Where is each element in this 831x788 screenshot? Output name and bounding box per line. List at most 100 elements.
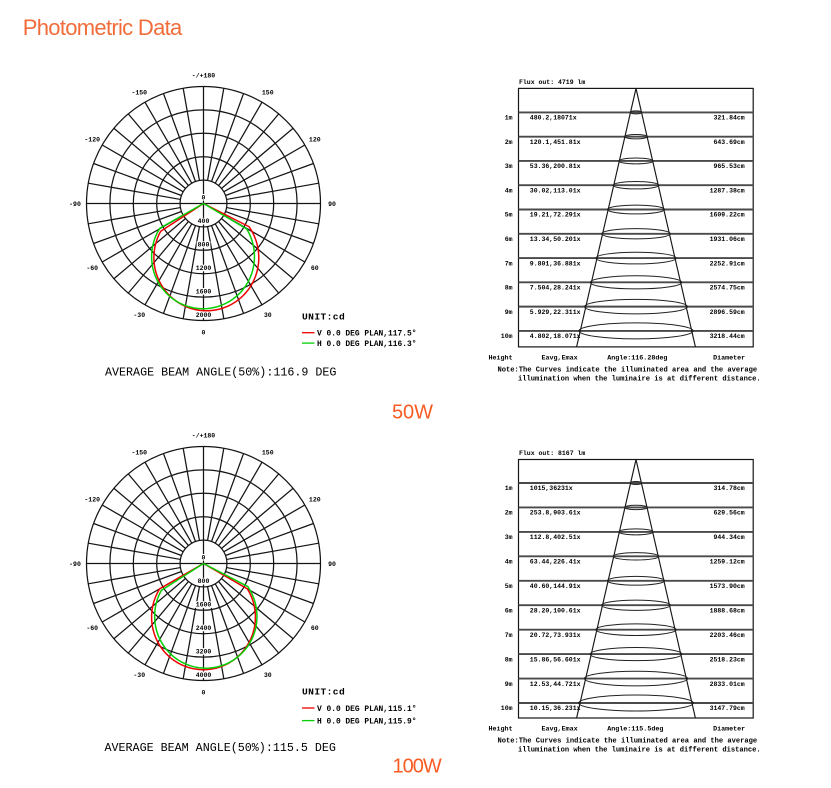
svg-text:Diameter: Diameter xyxy=(713,726,745,734)
svg-text:-60: -60 xyxy=(86,625,98,632)
svg-text:1259.12cm: 1259.12cm xyxy=(710,559,745,566)
svg-text:6m: 6m xyxy=(505,607,513,614)
svg-text:60: 60 xyxy=(311,265,319,272)
svg-text:6m: 6m xyxy=(505,236,513,243)
svg-text:0: 0 xyxy=(202,329,206,336)
svg-text:UNIT:cd: UNIT:cd xyxy=(302,312,345,323)
svg-text:60: 60 xyxy=(311,625,319,632)
svg-text:100W: 100W xyxy=(392,756,441,778)
svg-text:965.53cm: 965.53cm xyxy=(713,163,744,170)
svg-text:1609.22cm: 1609.22cm xyxy=(710,212,745,219)
svg-text:63.44,226.41x: 63.44,226.41x xyxy=(530,559,581,566)
svg-text:Flux out: 4719 lm: Flux out: 4719 lm xyxy=(519,79,585,86)
svg-text:H 0.0 DEG PLAN,116.3°: H 0.0 DEG PLAN,116.3° xyxy=(317,340,416,349)
svg-text:629.56cm: 629.56cm xyxy=(713,510,744,517)
svg-text:1888.68cm: 1888.68cm xyxy=(710,607,745,614)
svg-text:50W: 50W xyxy=(392,401,433,423)
svg-text:30: 30 xyxy=(264,672,272,679)
svg-text:53.36,200.81x: 53.36,200.81x xyxy=(530,163,581,170)
svg-text:120: 120 xyxy=(309,497,321,504)
svg-text:Eavg,Emax: Eavg,Emax xyxy=(542,726,578,734)
svg-text:2m: 2m xyxy=(505,510,513,517)
svg-text:-90: -90 xyxy=(69,201,81,208)
svg-text:2252.91cm: 2252.91cm xyxy=(710,260,745,267)
svg-text:7.504,28.241x: 7.504,28.241x xyxy=(530,285,581,292)
svg-text:0: 0 xyxy=(202,554,206,561)
svg-text:321.84cm: 321.84cm xyxy=(713,115,744,122)
svg-text:-150: -150 xyxy=(131,450,147,457)
svg-text:120.1,451.81x: 120.1,451.81x xyxy=(530,139,581,146)
svg-text:-/+180: -/+180 xyxy=(192,72,216,79)
svg-text:2896.59cm: 2896.59cm xyxy=(710,309,745,316)
svg-text:1573.90cm: 1573.90cm xyxy=(710,583,745,590)
svg-text:1600: 1600 xyxy=(196,602,212,609)
svg-text:8m: 8m xyxy=(505,285,513,292)
svg-text:Eavg,Emax: Eavg,Emax xyxy=(542,355,578,363)
svg-text:4m: 4m xyxy=(505,187,513,194)
svg-text:800: 800 xyxy=(198,242,210,249)
svg-text:AVERAGE BEAM ANGLE(50%):116.9: AVERAGE BEAM ANGLE(50%):116.9 DEG xyxy=(105,366,336,380)
svg-text:800: 800 xyxy=(198,578,210,585)
svg-text:0: 0 xyxy=(202,689,206,696)
svg-text:Photometric Data: Photometric Data xyxy=(23,15,183,40)
svg-text:253.8,903.61x: 253.8,903.61x xyxy=(530,510,581,517)
svg-text:4000: 4000 xyxy=(196,672,212,679)
svg-text:-60: -60 xyxy=(86,265,98,272)
svg-text:150: 150 xyxy=(262,90,274,97)
svg-text:3218.44cm: 3218.44cm xyxy=(710,333,745,340)
svg-text:1287.38cm: 1287.38cm xyxy=(710,187,745,194)
svg-text:3m: 3m xyxy=(505,534,513,541)
svg-text:2518.23cm: 2518.23cm xyxy=(710,656,745,663)
svg-text:-120: -120 xyxy=(84,497,100,504)
svg-text:314.78cm: 314.78cm xyxy=(713,485,744,492)
svg-text:5m: 5m xyxy=(505,212,513,219)
svg-text:40.60,144.91x: 40.60,144.91x xyxy=(530,583,581,590)
svg-text:Height: Height xyxy=(489,726,513,734)
svg-text:480.2,18071x: 480.2,18071x xyxy=(530,115,577,122)
svg-text:12.53,44.721x: 12.53,44.721x xyxy=(530,681,581,688)
svg-text:Flux out: 8167 lm: Flux out: 8167 lm xyxy=(519,450,585,457)
svg-text:1015,36231x: 1015,36231x xyxy=(530,485,573,492)
svg-text:2833.01cm: 2833.01cm xyxy=(710,681,745,688)
svg-text:-90: -90 xyxy=(69,561,81,568)
svg-text:-30: -30 xyxy=(133,312,145,319)
svg-text:Angle:115.5deg: Angle:115.5deg xyxy=(607,726,663,734)
svg-text:H 0.0 DEG PLAN,115.9°: H 0.0 DEG PLAN,115.9° xyxy=(317,718,416,727)
svg-text:3200: 3200 xyxy=(196,648,212,655)
svg-text:10m: 10m xyxy=(501,333,513,340)
svg-text:illumination when the luminair: illumination when the luminaire is at di… xyxy=(518,376,761,384)
svg-text:Diameter: Diameter xyxy=(713,355,745,363)
svg-text:643.69cm: 643.69cm xyxy=(713,139,744,146)
svg-text:AVERAGE BEAM ANGLE(50%):115.5: AVERAGE BEAM ANGLE(50%):115.5 DEG xyxy=(105,741,336,755)
svg-text:2000: 2000 xyxy=(196,312,212,319)
svg-text:30.02,113.01x: 30.02,113.01x xyxy=(530,187,581,194)
svg-text:2400: 2400 xyxy=(196,625,212,632)
svg-text:112.8,402.51x: 112.8,402.51x xyxy=(530,534,581,541)
svg-text:illumination when the luminair: illumination when the luminaire is at di… xyxy=(518,747,761,755)
svg-text:400: 400 xyxy=(198,218,210,225)
svg-text:120: 120 xyxy=(309,137,321,144)
svg-text:Note:The Curves indicate the i: Note:The Curves indicate the illuminated… xyxy=(498,366,758,374)
svg-text:Height: Height xyxy=(489,355,513,363)
svg-text:V 0.0 DEG PLAN,117.5°: V 0.0 DEG PLAN,117.5° xyxy=(317,330,416,339)
svg-text:944.34cm: 944.34cm xyxy=(713,534,744,541)
svg-text:2203.46cm: 2203.46cm xyxy=(710,632,745,639)
svg-text:7m: 7m xyxy=(505,632,513,639)
svg-text:4m: 4m xyxy=(505,559,513,566)
svg-text:2574.75cm: 2574.75cm xyxy=(710,285,745,292)
svg-text:7m: 7m xyxy=(505,260,513,267)
svg-text:15.86,56.601x: 15.86,56.601x xyxy=(530,656,581,663)
svg-text:Angle:116.28deg: Angle:116.28deg xyxy=(607,355,667,363)
svg-text:-150: -150 xyxy=(131,90,147,97)
svg-text:9.801,36.881x: 9.801,36.881x xyxy=(530,260,581,267)
svg-text:-30: -30 xyxy=(133,672,145,679)
svg-text:1600: 1600 xyxy=(196,288,212,295)
svg-text:Note:The Curves indicate the i: Note:The Curves indicate the illuminated… xyxy=(498,737,758,745)
svg-text:20.72,73.931x: 20.72,73.931x xyxy=(530,632,581,639)
svg-text:3147.79cm: 3147.79cm xyxy=(710,705,745,712)
svg-text:2m: 2m xyxy=(505,139,513,146)
svg-text:8m: 8m xyxy=(505,656,513,663)
svg-text:1m: 1m xyxy=(505,485,513,492)
svg-text:4.802,18.071x: 4.802,18.071x xyxy=(530,333,581,340)
svg-text:9m: 9m xyxy=(505,309,513,316)
